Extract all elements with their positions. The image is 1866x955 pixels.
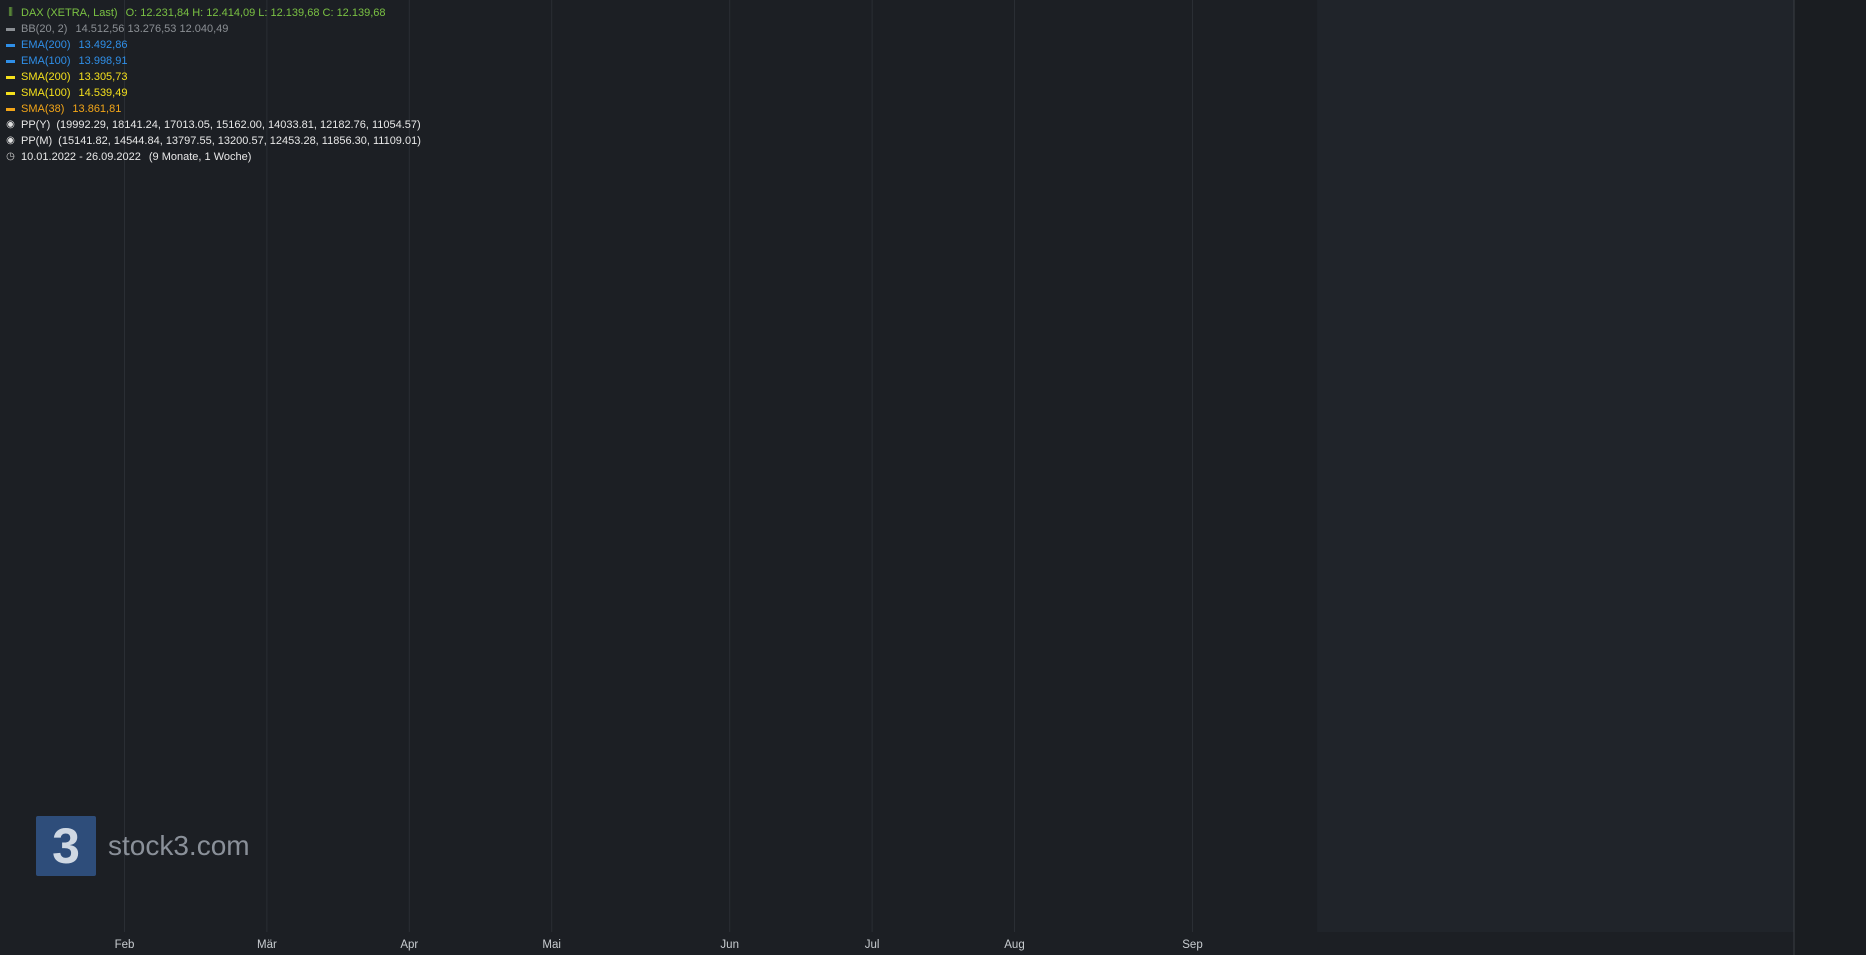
watermark-text: stock3.com [108, 830, 250, 861]
indicator-label: SMA(38) [21, 103, 65, 115]
x-tick-label: Sep [1182, 939, 1202, 951]
legend-pivot-row[interactable]: ◉ PP(M) (15141.82, 14544.84, 13797.55, 132… [6, 133, 421, 149]
indicator-values: 14.539,49 [78, 87, 128, 99]
indicator-label: EMA(200) [21, 39, 71, 51]
legend-indicator-row[interactable]: EMA(100) 13.998,91 [6, 53, 421, 69]
indicator-swatch [6, 59, 15, 63]
pivot-values: (15141.82, 14544.84, 13797.55, 13200.57,… [58, 135, 421, 147]
pivot-values: (19992.29, 18141.24, 17013.05, 15162.00,… [56, 119, 421, 131]
price-axis-background [1794, 0, 1866, 955]
indicator-swatch [6, 107, 15, 111]
watermark: 3 stock3.com [36, 816, 250, 876]
pivot-label: PP(Y) [21, 119, 51, 131]
indicator-swatch [6, 43, 15, 47]
legend-indicator-row[interactable]: BB(20, 2) 14.512,56 13.276,53 12.040,49 [6, 21, 421, 37]
x-tick-label: Feb [115, 939, 135, 951]
indicator-label: BB(20, 2) [21, 23, 68, 35]
indicator-swatch [6, 91, 15, 95]
legend-indicator-row[interactable]: SMA(38) 13.861,81 [6, 101, 421, 117]
candles-icon: ⫼ [8, 7, 13, 18]
legend-indicator-row[interactable]: EMA(200) 13.492,86 [6, 37, 421, 53]
legend-instrument-row: ⫼ DAX (XETRA, Last) O: 12.231,84 H: 12.4… [6, 5, 421, 21]
indicator-values: 13.998,91 [78, 55, 128, 67]
pivot-label: PP(M) [21, 135, 53, 147]
stock3-logo: 3 [36, 816, 96, 876]
indicator-values: 14.512,56 13.276,53 12.040,49 [75, 23, 229, 35]
indicator-values: 13.492,86 [78, 39, 128, 51]
ohlc-values: O: 12.231,84 H: 12.414,09 L: 12.139,68 C… [125, 7, 386, 19]
clock-icon: ◷ [6, 151, 15, 162]
indicator-values: 13.305,73 [78, 71, 128, 83]
period-range: 10.01.2022 - 26.09.2022 [21, 151, 141, 163]
legend-pivot-row[interactable]: ◉ PP(Y) (19992.29, 18141.24, 17013.05, 151… [6, 117, 421, 133]
pivot-list: ◉ PP(Y) (19992.29, 18141.24, 17013.05, 151… [6, 117, 421, 149]
legend-indicator-row[interactable]: SMA(200) 13.305,73 [6, 69, 421, 85]
indicator-values: 13.861,81 [72, 103, 122, 115]
x-tick-label: Jun [720, 939, 739, 951]
indicator-swatch [6, 27, 15, 31]
x-tick-label: Apr [400, 939, 418, 951]
pivot-icon: ◉ [6, 135, 15, 146]
x-tick-label: Mär [257, 939, 277, 951]
instrument-name: DAX (XETRA, Last) [21, 7, 118, 19]
indicator-label: SMA(200) [21, 71, 71, 83]
indicator-label: SMA(100) [21, 87, 71, 99]
legend-indicator-row[interactable]: SMA(100) 14.539,49 [6, 85, 421, 101]
legend-period-row: ◷ 10.01.2022 - 26.09.2022 (9 Monate, 1 W… [6, 149, 421, 165]
future-area [1317, 0, 1794, 932]
indicator-list: BB(20, 2) 14.512,56 13.276,53 12.040,49 EM… [6, 21, 421, 117]
indicator-label: EMA(100) [21, 55, 71, 67]
chart-legend: ⫼ DAX (XETRA, Last) O: 12.231,84 H: 12.4… [6, 5, 421, 165]
period-note: (9 Monate, 1 Woche) [148, 151, 252, 163]
pivot-icon: ◉ [6, 119, 15, 130]
x-tick-label: Mai [542, 939, 561, 951]
x-tick-label: Jul [865, 939, 880, 951]
x-tick-label: Aug [1004, 939, 1024, 951]
indicator-swatch [6, 75, 15, 79]
